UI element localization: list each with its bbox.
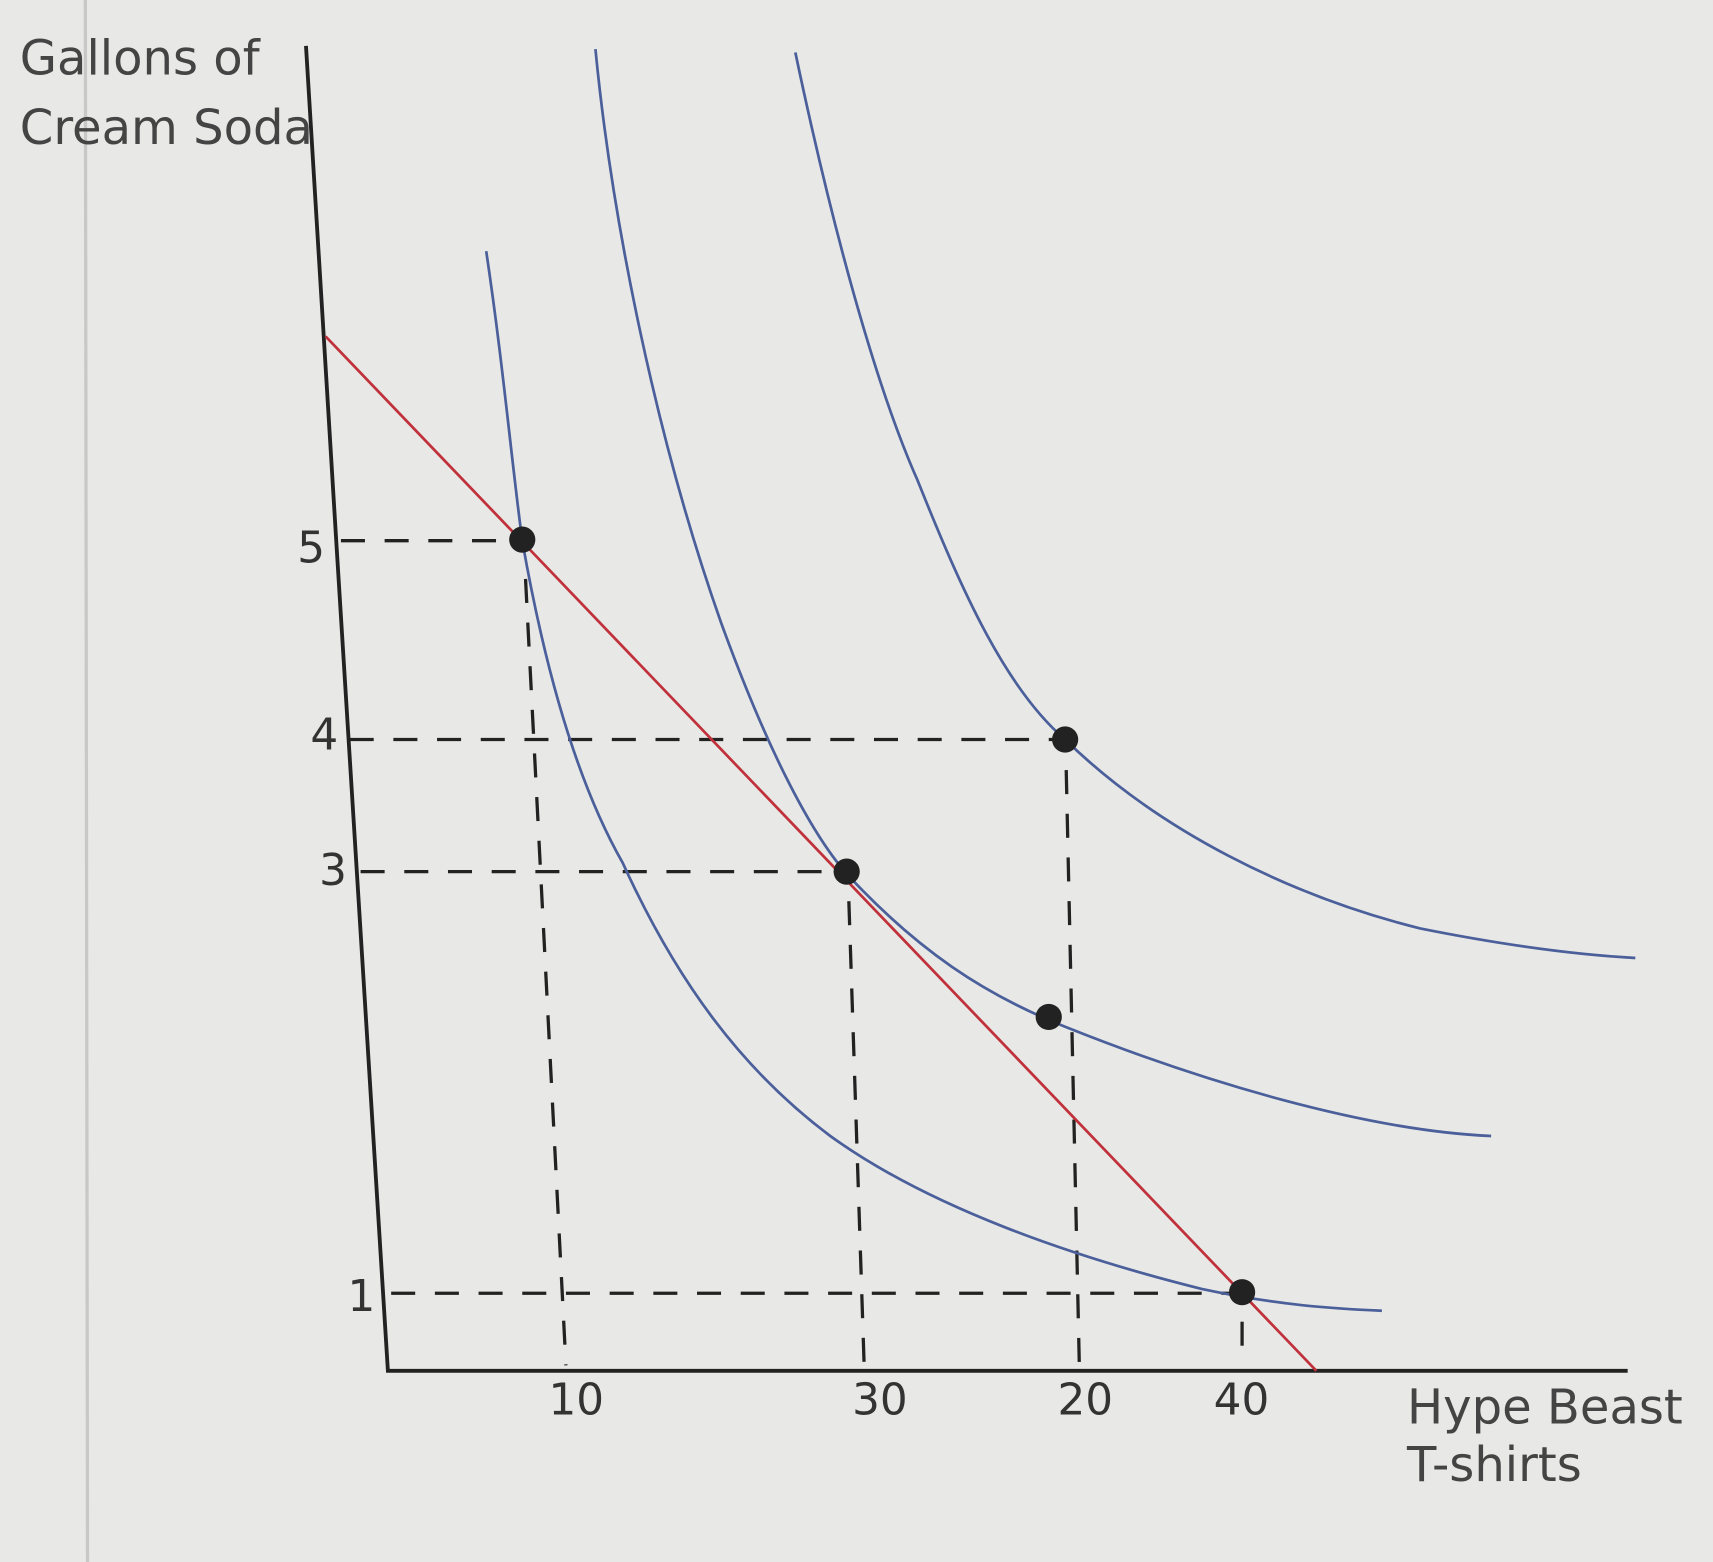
x-tick-label: 20 [1057,1375,1113,1426]
x-tick-label: 40 [1214,1375,1270,1426]
guide-lines [340,539,1244,1366]
point [1035,1003,1062,1031]
budget-line [324,335,1318,1372]
guide-line [1064,770,1081,1366]
y-tick-label: 5 [297,523,325,574]
x-tick-label: 30 [852,1375,908,1426]
indifference-curve [793,52,1636,960]
point [509,526,536,553]
y-axis-label: Cream Soda [20,100,313,156]
guide-line [847,901,866,1366]
axes [304,45,1628,1373]
point [1228,1279,1256,1306]
y-tick-label: 3 [319,845,347,896]
y-tick-label: 4 [310,709,338,760]
point [1052,726,1079,753]
indifference-curve [484,251,1382,1313]
x-tick-label: 10 [548,1375,604,1426]
y-tick-label: 1 [347,1271,375,1322]
y-axis-label: Gallons of [20,30,261,86]
guide-line [523,578,568,1366]
point [833,858,860,885]
page-edge [83,0,90,1562]
x-axis-label: T-shirts [1406,1437,1582,1493]
x-axis-label: Hype Beast [1407,1379,1683,1435]
